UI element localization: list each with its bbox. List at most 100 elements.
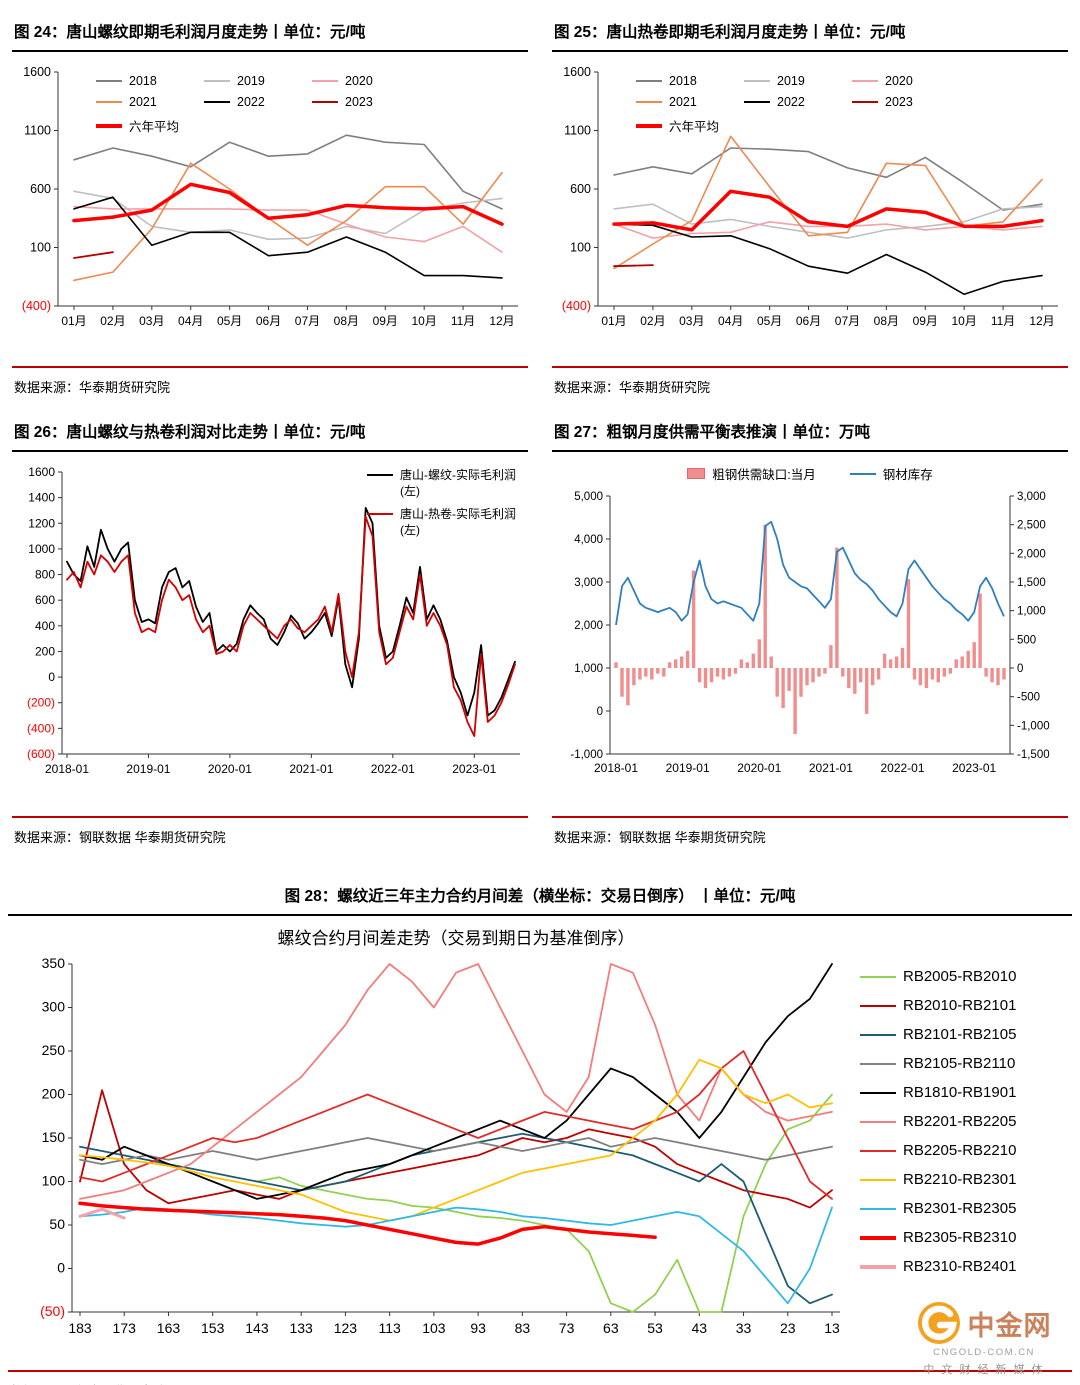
svg-text:-1,000: -1,000 bbox=[570, 749, 603, 761]
chart-28-plot: 350 300 250 200 150 100 50 0 (50)183 173 163 153 143… bbox=[40, 929, 840, 1336]
line-swatch-icon bbox=[312, 80, 338, 82]
watermark-sub: CNGOLD-COM.CN 中 文 财 经 新 媒 体 bbox=[900, 1347, 1068, 1377]
legend-label: RB2210-RB2301 bbox=[903, 1171, 1017, 1188]
svg-text:200: 200 bbox=[42, 1086, 66, 1102]
svg-text:11月: 11月 bbox=[451, 314, 475, 328]
line-swatch-icon bbox=[96, 123, 122, 128]
legend-item: RB2310-RB2401 bbox=[860, 1258, 1016, 1275]
svg-text:2022-01: 2022-01 bbox=[880, 761, 924, 775]
svg-text:500: 500 bbox=[1017, 634, 1036, 646]
svg-text:600: 600 bbox=[35, 593, 55, 607]
chart-27-plot: 5,000 4,000 3,000 2,000 1,000 0 -1,000 3,000 2,5… bbox=[570, 491, 1050, 775]
figure-24-title: 图 24：唐山螺纹即期毛利润月度走势丨单位：元/吨 bbox=[12, 14, 528, 52]
svg-text:1000: 1000 bbox=[28, 542, 55, 556]
line-swatch-icon bbox=[96, 80, 122, 82]
svg-text:06月: 06月 bbox=[796, 314, 821, 328]
svg-text:150: 150 bbox=[42, 1129, 66, 1145]
svg-text:06月: 06月 bbox=[256, 314, 281, 328]
legend-item: RB2005-RB2010 bbox=[860, 968, 1016, 985]
legend-item: RB1810-RB1901 bbox=[860, 1084, 1016, 1101]
legend-label: 2019 bbox=[777, 74, 805, 88]
legend-label: 2018 bbox=[129, 74, 157, 88]
svg-text:600: 600 bbox=[570, 182, 591, 196]
svg-text:100: 100 bbox=[30, 241, 51, 255]
svg-text:163: 163 bbox=[157, 1320, 181, 1336]
svg-text:600: 600 bbox=[30, 182, 51, 196]
figure-28-title: 图 28：螺纹近三年主力合约月间差（横坐标：交易日倒序） 丨单位：元/吨 bbox=[8, 878, 1072, 916]
svg-text:1,000: 1,000 bbox=[574, 663, 603, 675]
legend-item: RB2305-RB2310 bbox=[860, 1229, 1016, 1246]
chart-26-legend: 唐山-螺纹-实际毛利润(左) 唐山-热卷-实际毛利润(左) bbox=[367, 468, 522, 538]
svg-text:2020-01: 2020-01 bbox=[208, 762, 252, 776]
legend-label: RB2201-RB2205 bbox=[903, 1113, 1017, 1130]
legend-label: RB2301-RB2305 bbox=[903, 1200, 1017, 1217]
chart-28: 350 300 250 200 150 100 50 0 (50) 183 173 163 153 143… bbox=[8, 924, 1072, 1344]
line-swatch-icon bbox=[860, 975, 896, 978]
svg-text:2021-01: 2021-01 bbox=[809, 761, 853, 775]
line-swatch-icon bbox=[204, 101, 230, 103]
line-swatch-icon bbox=[852, 101, 878, 103]
svg-text:-500: -500 bbox=[1017, 692, 1040, 704]
legend-label: RB2310-RB2401 bbox=[903, 1258, 1017, 1275]
legend-item: 2019 bbox=[744, 74, 852, 88]
line-swatch-icon bbox=[860, 1120, 896, 1123]
svg-text:1600: 1600 bbox=[563, 65, 591, 79]
line-swatch-icon bbox=[636, 123, 662, 128]
chart-24-plot: 1600 1100 600 100 (400) 01月 02月 03月 04月 05月 06月 07月… bbox=[22, 65, 518, 328]
legend-item: 2018 bbox=[636, 74, 744, 88]
legend-label: 唐山-螺纹-实际毛利润(左) bbox=[400, 468, 516, 498]
svg-text:200: 200 bbox=[35, 644, 55, 658]
svg-text:103: 103 bbox=[422, 1320, 446, 1336]
legend-item: 唐山-热卷-实际毛利润(左) bbox=[367, 507, 522, 538]
svg-text:83: 83 bbox=[515, 1320, 531, 1336]
line-swatch-icon bbox=[860, 1178, 896, 1181]
svg-text:143: 143 bbox=[245, 1320, 269, 1336]
legend-label: 2018 bbox=[669, 74, 697, 88]
legend-item: 2021 bbox=[96, 95, 204, 109]
chart-25-legend: 2018 2019 2020 2021 2022 2023 六年平均 bbox=[636, 74, 960, 135]
svg-text:50: 50 bbox=[49, 1216, 65, 1232]
line-swatch-icon bbox=[860, 1004, 896, 1007]
svg-text:2,000: 2,000 bbox=[574, 620, 603, 632]
svg-text:2018-01: 2018-01 bbox=[594, 761, 638, 775]
line-swatch-icon bbox=[96, 101, 122, 103]
line-swatch-icon bbox=[860, 1207, 896, 1210]
cngold-logo-icon bbox=[917, 1301, 961, 1345]
figure-25-title: 图 25：唐山热卷即期毛利润月度走势丨单位：元/吨 bbox=[552, 14, 1068, 52]
svg-text:08月: 08月 bbox=[874, 314, 899, 328]
line-swatch-icon bbox=[860, 1091, 896, 1094]
svg-text:(600): (600) bbox=[27, 747, 55, 761]
svg-text:2019-01: 2019-01 bbox=[126, 762, 170, 776]
svg-text:12月: 12月 bbox=[489, 314, 514, 328]
legend-item: RB2205-RB2210 bbox=[860, 1142, 1016, 1159]
svg-text:04月: 04月 bbox=[718, 314, 743, 328]
line-swatch-icon bbox=[849, 472, 876, 475]
svg-text:2019-01: 2019-01 bbox=[666, 761, 710, 775]
legend-label: 2021 bbox=[669, 95, 697, 109]
svg-text:33: 33 bbox=[736, 1320, 752, 1336]
svg-text:123: 123 bbox=[334, 1320, 358, 1336]
svg-text:3,000: 3,000 bbox=[574, 577, 603, 589]
svg-text:800: 800 bbox=[35, 568, 55, 582]
legend-item: 2021 bbox=[636, 95, 744, 109]
line-swatch-icon bbox=[744, 80, 770, 82]
figure-26-title: 图 26：唐山螺纹与热卷利润对比走势丨单位：元/吨 bbox=[12, 414, 528, 452]
legend-item: RB2105-RB2110 bbox=[860, 1055, 1016, 1072]
svg-text:1100: 1100 bbox=[564, 124, 591, 138]
legend-label: RB2205-RB2210 bbox=[903, 1142, 1017, 1159]
svg-text:10月: 10月 bbox=[412, 314, 437, 328]
figure-27-block: 图 27：粗钢月度供需平衡表推演丨单位：万吨 5,000 4,000 3,000 2,… bbox=[540, 414, 1080, 850]
svg-text:-1,000: -1,000 bbox=[1017, 720, 1050, 732]
svg-text:183: 183 bbox=[68, 1320, 92, 1336]
line-swatch-icon bbox=[204, 80, 230, 82]
svg-text:1,500: 1,500 bbox=[1017, 577, 1046, 589]
svg-text:113: 113 bbox=[378, 1320, 401, 1336]
line-swatch-icon bbox=[852, 80, 878, 82]
watermark-tagline: 中 文 财 经 新 媒 体 bbox=[923, 1364, 1045, 1376]
legend-label: RB2305-RB2310 bbox=[903, 1229, 1017, 1246]
svg-text:02月: 02月 bbox=[100, 314, 125, 328]
watermark-row: 中金网 bbox=[900, 1301, 1068, 1345]
figure-row-2: 图 26：唐山螺纹与热卷利润对比走势丨单位：元/吨 1600 1400 1200 10… bbox=[0, 400, 1080, 850]
line-swatch-icon bbox=[860, 1062, 896, 1065]
svg-text:(50): (50) bbox=[40, 1303, 65, 1319]
